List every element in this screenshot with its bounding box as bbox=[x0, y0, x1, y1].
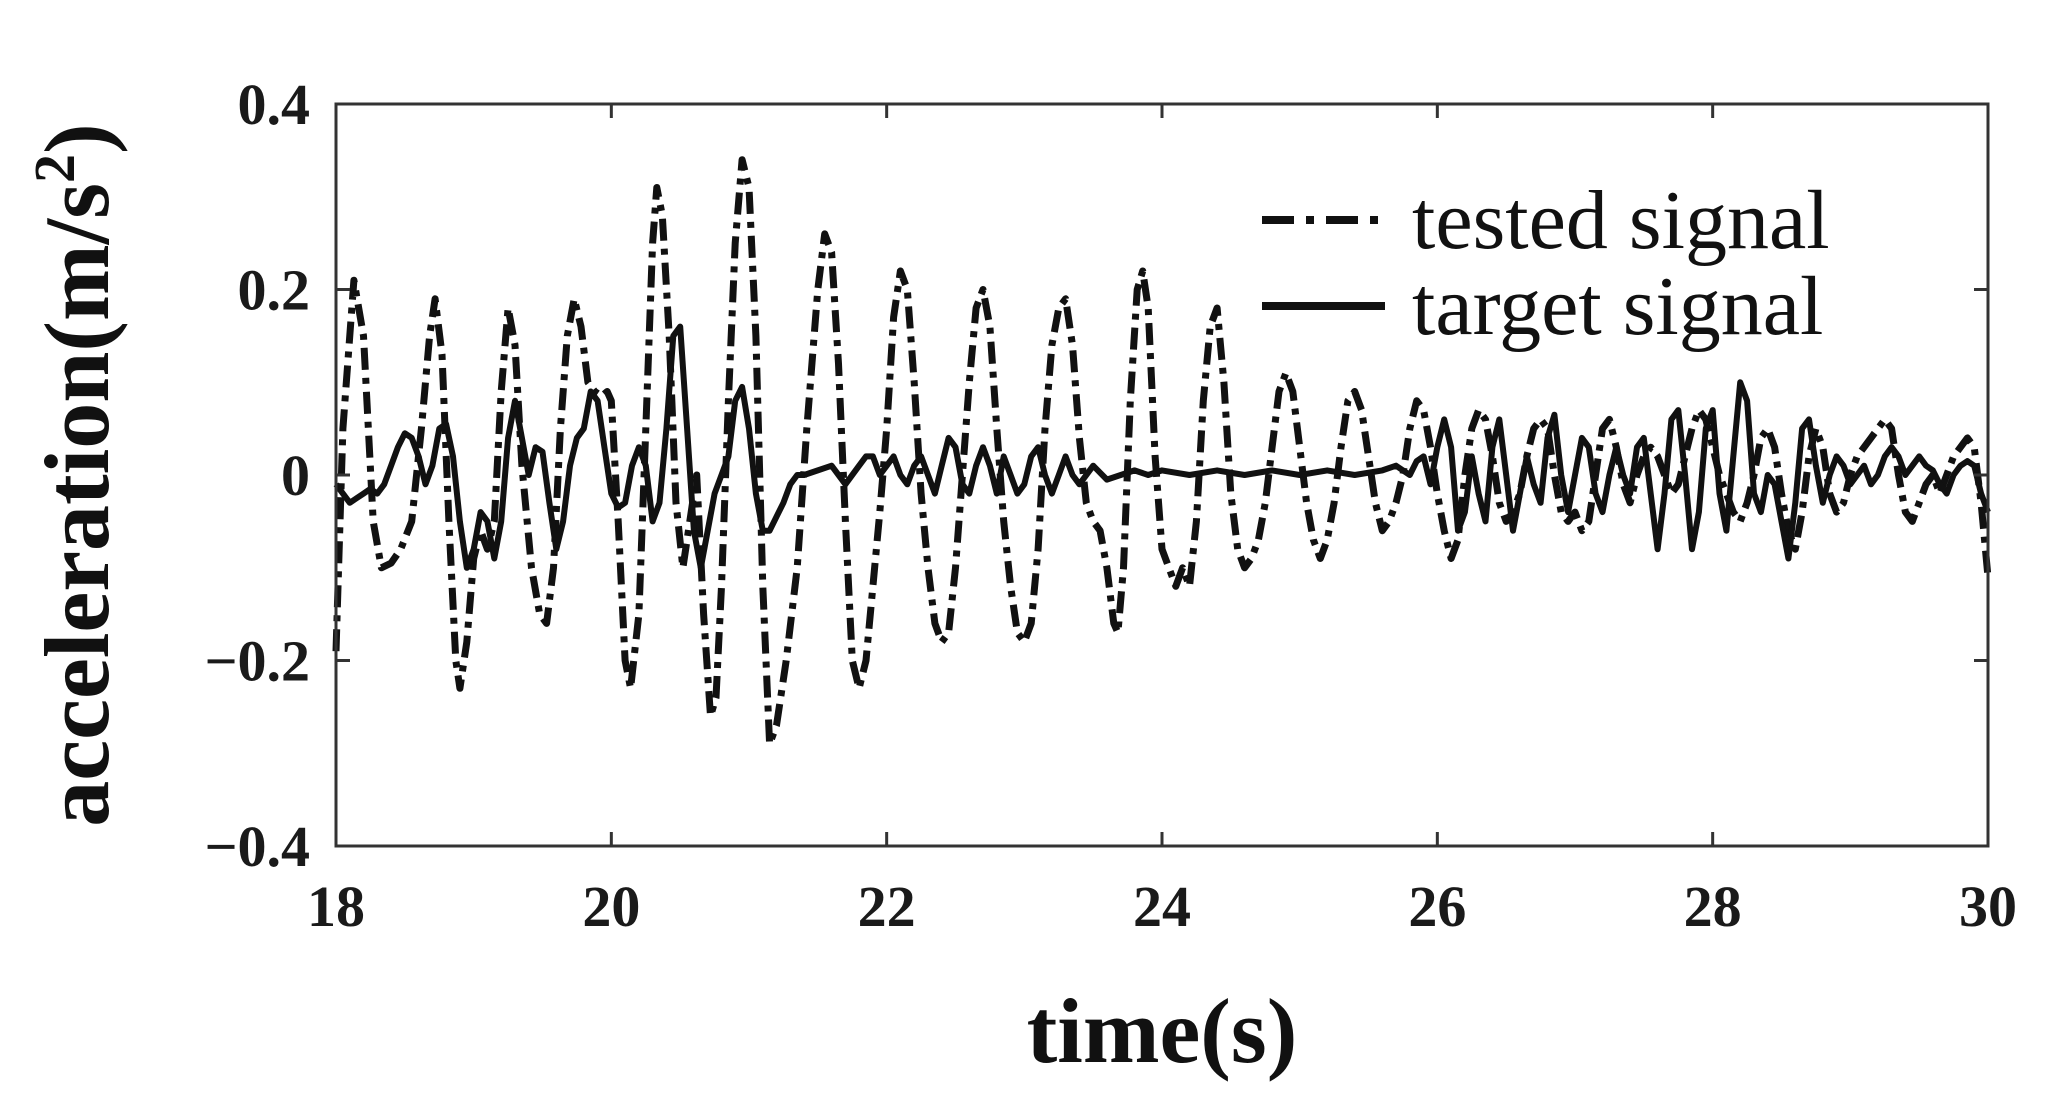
legend: tested signal target signal bbox=[1262, 174, 1830, 353]
x-tick-label: 30 bbox=[1959, 874, 2017, 939]
y-axis-title: acceleration(m/s2) bbox=[22, 123, 128, 826]
x-tick-label: 28 bbox=[1684, 874, 1742, 939]
series-line-target-signal bbox=[333, 323, 1991, 571]
x-tick-label: 22 bbox=[858, 874, 916, 939]
x-tick-labels: 18 20 22 24 26 28 30 bbox=[307, 874, 2017, 939]
y-tick-label: 0 bbox=[281, 443, 310, 508]
x-tick-label: 26 bbox=[1408, 874, 1466, 939]
y-tick-labels: −0.4 −0.2 0 0.2 0.4 bbox=[204, 72, 310, 879]
tick-marks bbox=[334, 102, 1990, 848]
y-tick-label: −0.4 bbox=[204, 814, 310, 879]
y-axis-title-superscript: 2 bbox=[22, 154, 87, 183]
y-tick-label: 0.4 bbox=[238, 72, 311, 137]
y-tick-label: 0.2 bbox=[238, 258, 311, 323]
y-axis-title-close: ) bbox=[26, 123, 128, 154]
x-tick-label: 18 bbox=[307, 874, 365, 939]
y-tick-label: −0.2 bbox=[204, 629, 310, 694]
plot-area bbox=[332, 102, 1992, 848]
x-tick-label: 24 bbox=[1133, 874, 1191, 939]
x-tick-label: 20 bbox=[582, 874, 640, 939]
y-axis-title-main: acceleration(m/s bbox=[26, 183, 128, 827]
legend-label-target-signal: target signal bbox=[1412, 260, 1823, 353]
x-axis-title: time(s) bbox=[1027, 980, 1298, 1082]
series-layer bbox=[332, 156, 1992, 748]
legend-label-tested-signal: tested signal bbox=[1412, 174, 1830, 267]
